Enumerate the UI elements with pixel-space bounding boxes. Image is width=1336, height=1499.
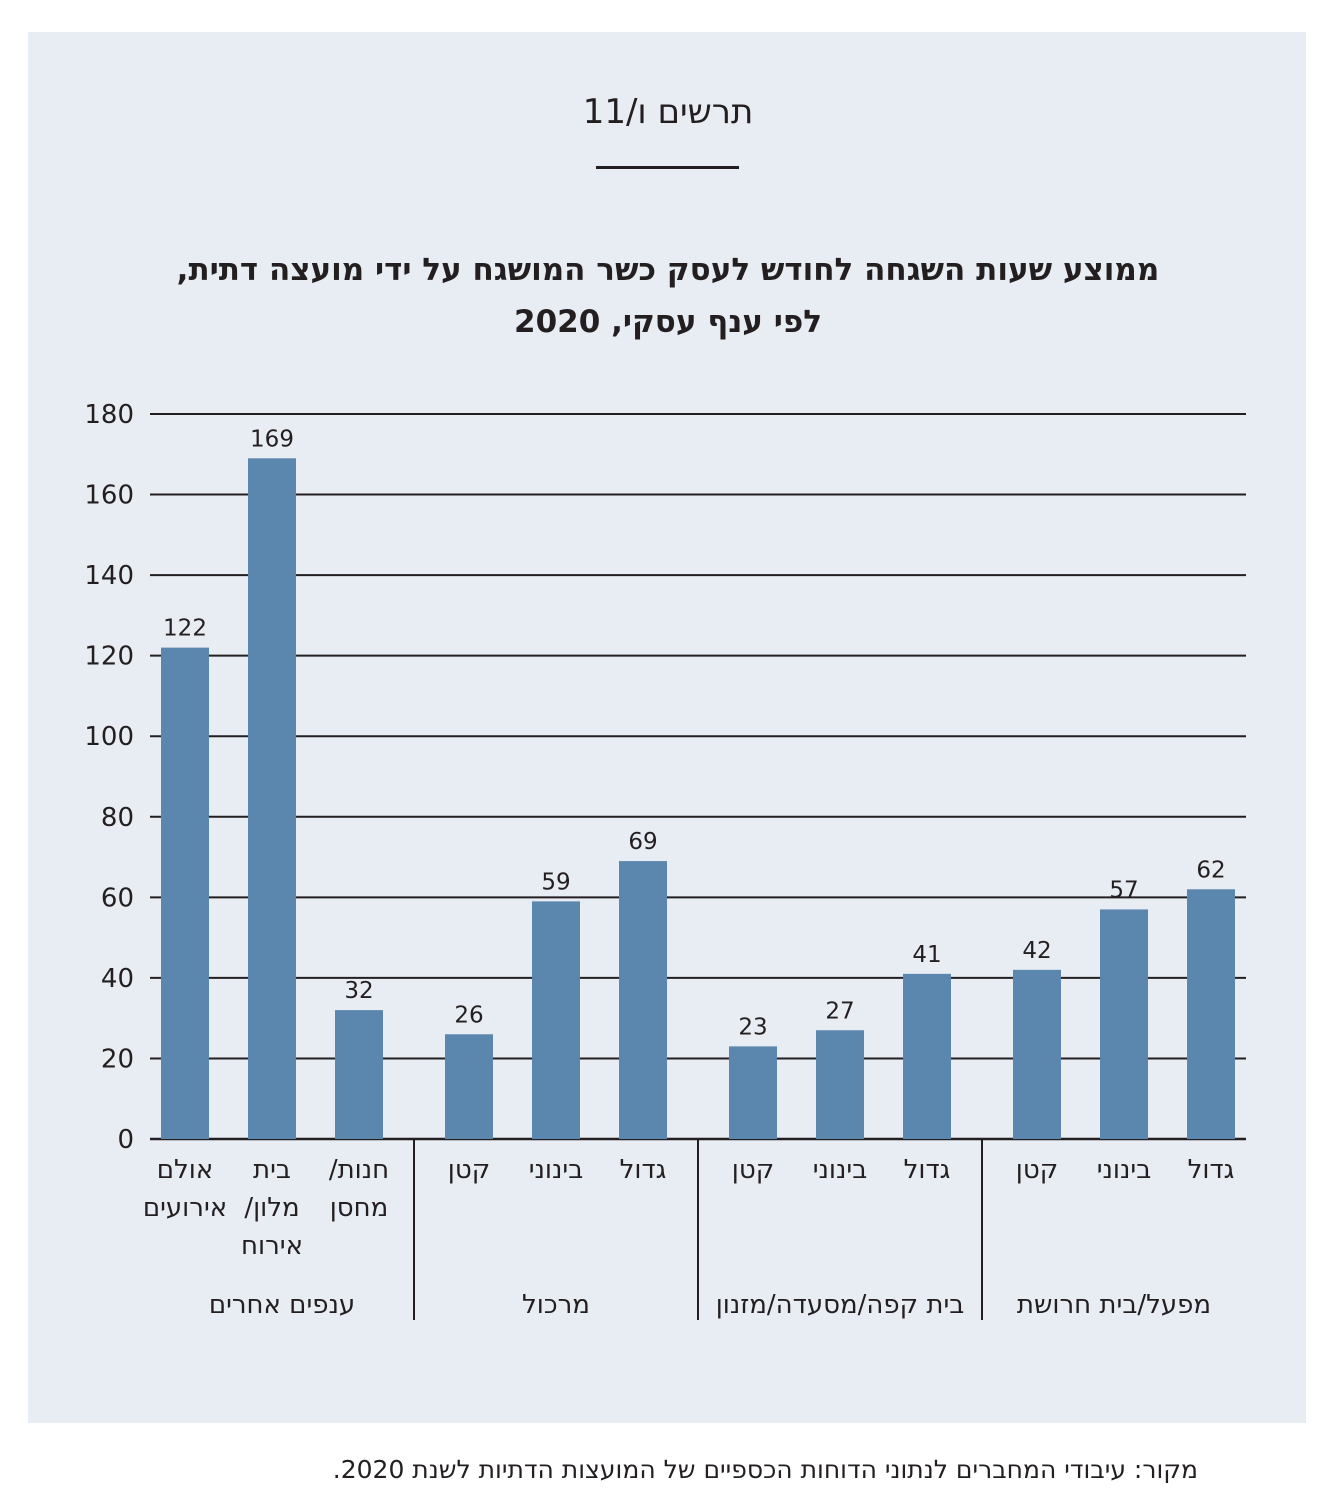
x-tick-label: קטן (448, 1155, 490, 1185)
bar (619, 861, 667, 1139)
x-tick-label: מחסן (330, 1193, 389, 1223)
title-divider (596, 166, 739, 169)
x-tick-label: גדול (620, 1155, 667, 1185)
data-label: 23 (738, 1014, 767, 1040)
bar (1100, 909, 1148, 1139)
bar-chart: 0 20 40 60 80 100 120 140 160 180 122 169 32 26 59 69 2… (84, 400, 1246, 1320)
x-tick-label: בינוני (1097, 1155, 1152, 1185)
x-tick-label: בית (253, 1155, 291, 1185)
x-tick-label: אירוח (241, 1231, 303, 1261)
bar (445, 1034, 493, 1139)
data-label: 26 (454, 1002, 483, 1028)
bar (161, 647, 209, 1139)
data-label: 32 (344, 978, 373, 1004)
y-tick-label-140: 140 (84, 561, 134, 591)
group-label: ענפים אחרים (209, 1290, 355, 1320)
group-label: מפעל/בית חרושת (1017, 1290, 1211, 1320)
bar (1187, 889, 1235, 1139)
chart-panel (28, 32, 1306, 1423)
data-labels: 122 169 32 26 59 69 23 27 41 42 57 62 (163, 426, 1226, 1040)
data-label: 169 (250, 426, 294, 452)
bar (1013, 969, 1061, 1139)
y-tick-label-180: 180 (84, 400, 134, 430)
bar (816, 1030, 864, 1139)
y-tick-label-160: 160 (84, 481, 134, 511)
bar (248, 458, 296, 1139)
chart-title: ממוצע שעות השגחה לחודש לעסק כשר המושגח ע… (60, 244, 1276, 348)
data-label: 41 (912, 942, 941, 968)
y-tick-label-80: 80 (101, 803, 134, 833)
chart-title-line-2: לפי ענף עסקי, 2020 (514, 304, 822, 340)
x-tick-label: אירועים (143, 1193, 227, 1223)
data-label: 27 (825, 998, 854, 1024)
y-tick-label-120: 120 (84, 642, 134, 672)
data-label: 57 (1109, 877, 1138, 903)
x-axis: אולם אירועים בית מלון/אירוח חנות/מחסן ענפים א… (143, 1139, 1235, 1320)
x-tick-label: מלון/ (244, 1193, 299, 1223)
y-tick-label-20: 20 (101, 1044, 134, 1074)
y-tick-label-0: 0 (117, 1125, 134, 1155)
y-tick-label-60: 60 (101, 883, 134, 913)
x-tick-label: קטן (1016, 1155, 1058, 1185)
data-label: 42 (1022, 938, 1051, 964)
bars (161, 458, 1235, 1139)
y-tick-label-40: 40 (101, 964, 134, 994)
x-tick-label: חנות/ (329, 1155, 389, 1185)
x-tick-label: בינוני (813, 1155, 868, 1185)
gridlines (150, 413, 1246, 1141)
bar (335, 1010, 383, 1139)
source-note: מקור: עיבודי המחברים לנתוני הדוחות הכספי… (332, 1455, 1198, 1484)
y-axis: 0 20 40 60 80 100 120 140 160 180 (84, 400, 134, 1155)
data-label: 59 (541, 869, 570, 895)
x-tick-label: בינוני (529, 1155, 584, 1185)
figure-label: תרשים ו/11 (582, 92, 754, 132)
chart-title-line-1: ממוצע שעות השגחה לחודש לעסק כשר המושגח ע… (176, 252, 1160, 288)
bar (729, 1046, 777, 1139)
x-tick-label: קטן (732, 1155, 774, 1185)
group-label: בית קפה/מסעדה/מזנון (716, 1290, 965, 1320)
y-tick-label-100: 100 (84, 722, 134, 752)
bar (532, 901, 580, 1139)
group-label: מרכול (522, 1290, 590, 1320)
data-label: 62 (1196, 857, 1225, 883)
x-tick-label: גדול (1188, 1155, 1235, 1185)
data-label: 69 (628, 829, 657, 855)
x-tick-label: גדול (904, 1155, 951, 1185)
data-label: 122 (163, 616, 207, 642)
x-tick-label: אולם (157, 1155, 214, 1185)
bar (903, 973, 951, 1139)
